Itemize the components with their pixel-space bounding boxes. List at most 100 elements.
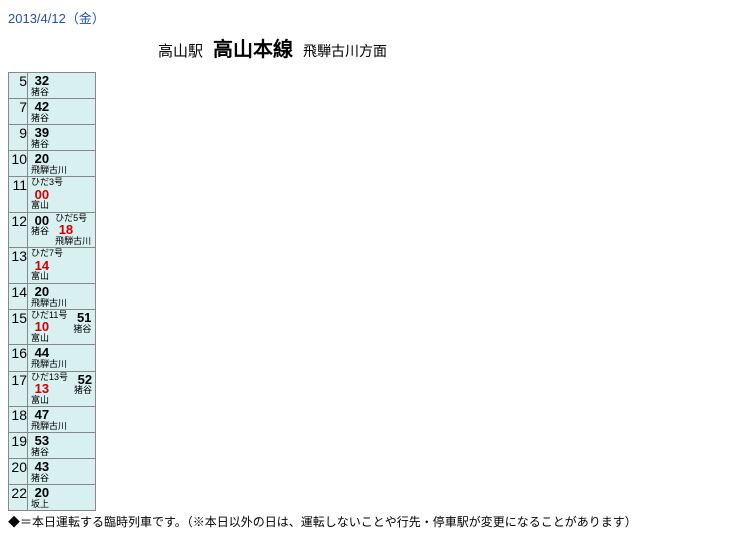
- train-destination: 富山: [31, 201, 63, 210]
- train-entry: 52猪谷: [71, 372, 95, 407]
- train-entry: ひだ11号 10富山: [28, 310, 70, 345]
- train-minute: 13: [31, 382, 68, 396]
- train-destination: 飛騨古川: [31, 360, 67, 369]
- timetable-row: 15ひだ11号 10富山 51猪谷: [9, 309, 96, 345]
- train-entry: 42猪谷: [28, 99, 52, 124]
- train-minute: 51: [73, 311, 91, 325]
- train-minute: 20: [31, 486, 49, 500]
- trains-cell: 39猪谷: [28, 125, 96, 151]
- train-destination: 坂上: [31, 500, 49, 509]
- train-entry: 32猪谷: [28, 73, 52, 98]
- train-entry: ひだ7号 14富山: [28, 248, 66, 283]
- train-minute: 20: [31, 152, 67, 166]
- line-name: 高山本線: [213, 33, 293, 62]
- trains-cell: 44飛騨古川: [28, 345, 96, 371]
- trains-cell: 53猪谷: [28, 433, 96, 459]
- train-entry: 47飛騨古川: [28, 407, 70, 432]
- trains-cell: ひだ11号 10富山 51猪谷: [28, 309, 96, 345]
- trains-cell: 00猪谷ひだ5号 18飛騨古川: [28, 212, 96, 248]
- train-entry: ひだ5号 18飛騨古川: [52, 213, 94, 248]
- timetable-row: 13ひだ7号 14富山: [9, 248, 96, 284]
- timetable-row: 18 47飛騨古川: [9, 407, 96, 433]
- timetable-row: 5 32猪谷: [9, 73, 96, 99]
- train-destination: 猪谷: [31, 88, 49, 97]
- station-name: 高山駅: [158, 40, 203, 61]
- train-destination: 飛騨古川: [31, 422, 67, 431]
- train-destination: 富山: [31, 334, 67, 343]
- date-label: 2013/4/12（金）: [8, 8, 739, 27]
- title-row: 高山駅 高山本線 飛騨古川方面: [158, 33, 739, 62]
- train-minute: 43: [31, 460, 49, 474]
- hour-cell: 10: [9, 151, 28, 177]
- timetable-row: 19 53猪谷: [9, 433, 96, 459]
- trains-cell: 42猪谷: [28, 99, 96, 125]
- train-destination: 飛騨古川: [55, 237, 91, 246]
- hour-cell: 15: [9, 309, 28, 345]
- train-minute: 32: [31, 74, 49, 88]
- footnote: ◆＝本日運転する臨時列車です。（※本日以外の日は、運転しないことや行先・停車駅が…: [8, 513, 739, 530]
- hour-cell: 19: [9, 433, 28, 459]
- train-destination: 猪谷: [31, 140, 49, 149]
- hour-cell: 5: [9, 73, 28, 99]
- train-destination: 富山: [31, 272, 63, 281]
- train-entry: ひだ3号 00富山: [28, 177, 66, 212]
- timetable-row: 17ひだ13号 13富山 52猪谷: [9, 371, 96, 407]
- train-destination: 猪谷: [31, 474, 49, 483]
- hour-cell: 13: [9, 248, 28, 284]
- trains-cell: 20飛騨古川: [28, 151, 96, 177]
- train-entry: 20飛騨古川: [28, 151, 70, 176]
- timetable-row: 16 44飛騨古川: [9, 345, 96, 371]
- trains-cell: ひだ3号 00富山: [28, 177, 96, 213]
- train-minute: 10: [31, 320, 67, 334]
- trains-cell: 20坂上: [28, 485, 96, 511]
- hour-cell: 12: [9, 212, 28, 248]
- timetable-row: 12 00猪谷ひだ5号 18飛騨古川: [9, 212, 96, 248]
- hour-cell: 18: [9, 407, 28, 433]
- train-minute: 47: [31, 408, 67, 422]
- train-entry: 44飛騨古川: [28, 345, 70, 370]
- trains-cell: ひだ7号 14富山: [28, 248, 96, 284]
- hour-cell: 11: [9, 177, 28, 213]
- trains-cell: 32猪谷: [28, 73, 96, 99]
- train-minute: 20: [31, 285, 67, 299]
- hour-cell: 22: [9, 485, 28, 511]
- train-destination: 飛騨古川: [31, 299, 67, 308]
- train-entry: 39猪谷: [28, 125, 52, 150]
- hour-cell: 7: [9, 99, 28, 125]
- timetable-row: 9 39猪谷: [9, 125, 96, 151]
- train-destination: 猪谷: [31, 448, 49, 457]
- train-destination: 猪谷: [73, 325, 91, 334]
- train-entry: 20飛騨古川: [28, 284, 70, 309]
- train-entry: 00猪谷: [28, 213, 52, 248]
- train-entry: 43猪谷: [28, 459, 52, 484]
- train-destination: 富山: [31, 396, 68, 405]
- timetable-row: 11ひだ3号 00富山: [9, 177, 96, 213]
- hour-cell: 17: [9, 371, 28, 407]
- trains-cell: 20飛騨古川: [28, 283, 96, 309]
- timetable: 5 32猪谷7 42猪谷9 39猪谷10 20飛騨古川11ひだ3号 00富山12…: [8, 72, 96, 511]
- direction-label: 飛騨古川方面: [303, 41, 387, 61]
- timetable-row: 7 42猪谷: [9, 99, 96, 125]
- train-entry: 51猪谷: [70, 310, 94, 345]
- hour-cell: 14: [9, 283, 28, 309]
- hour-cell: 9: [9, 125, 28, 151]
- train-entry: 20坂上: [28, 485, 52, 510]
- trains-cell: ひだ13号 13富山 52猪谷: [28, 371, 96, 407]
- train-minute: 18: [55, 223, 91, 237]
- train-entry: ひだ13号 13富山: [28, 372, 71, 407]
- train-destination: 飛騨古川: [31, 166, 67, 175]
- train-minute: 42: [31, 100, 49, 114]
- timetable-row: 10 20飛騨古川: [9, 151, 96, 177]
- train-destination: 猪谷: [31, 114, 49, 123]
- timetable-row: 14 20飛騨古川: [9, 283, 96, 309]
- train-minute: 53: [31, 434, 49, 448]
- train-minute: 39: [31, 126, 49, 140]
- hour-cell: 16: [9, 345, 28, 371]
- train-destination: 猪谷: [74, 386, 92, 395]
- trains-cell: 43猪谷: [28, 459, 96, 485]
- train-entry: 53猪谷: [28, 433, 52, 458]
- train-destination: 猪谷: [31, 227, 49, 236]
- hour-cell: 20: [9, 459, 28, 485]
- trains-cell: 47飛騨古川: [28, 407, 96, 433]
- timetable-row: 22 20坂上: [9, 485, 96, 511]
